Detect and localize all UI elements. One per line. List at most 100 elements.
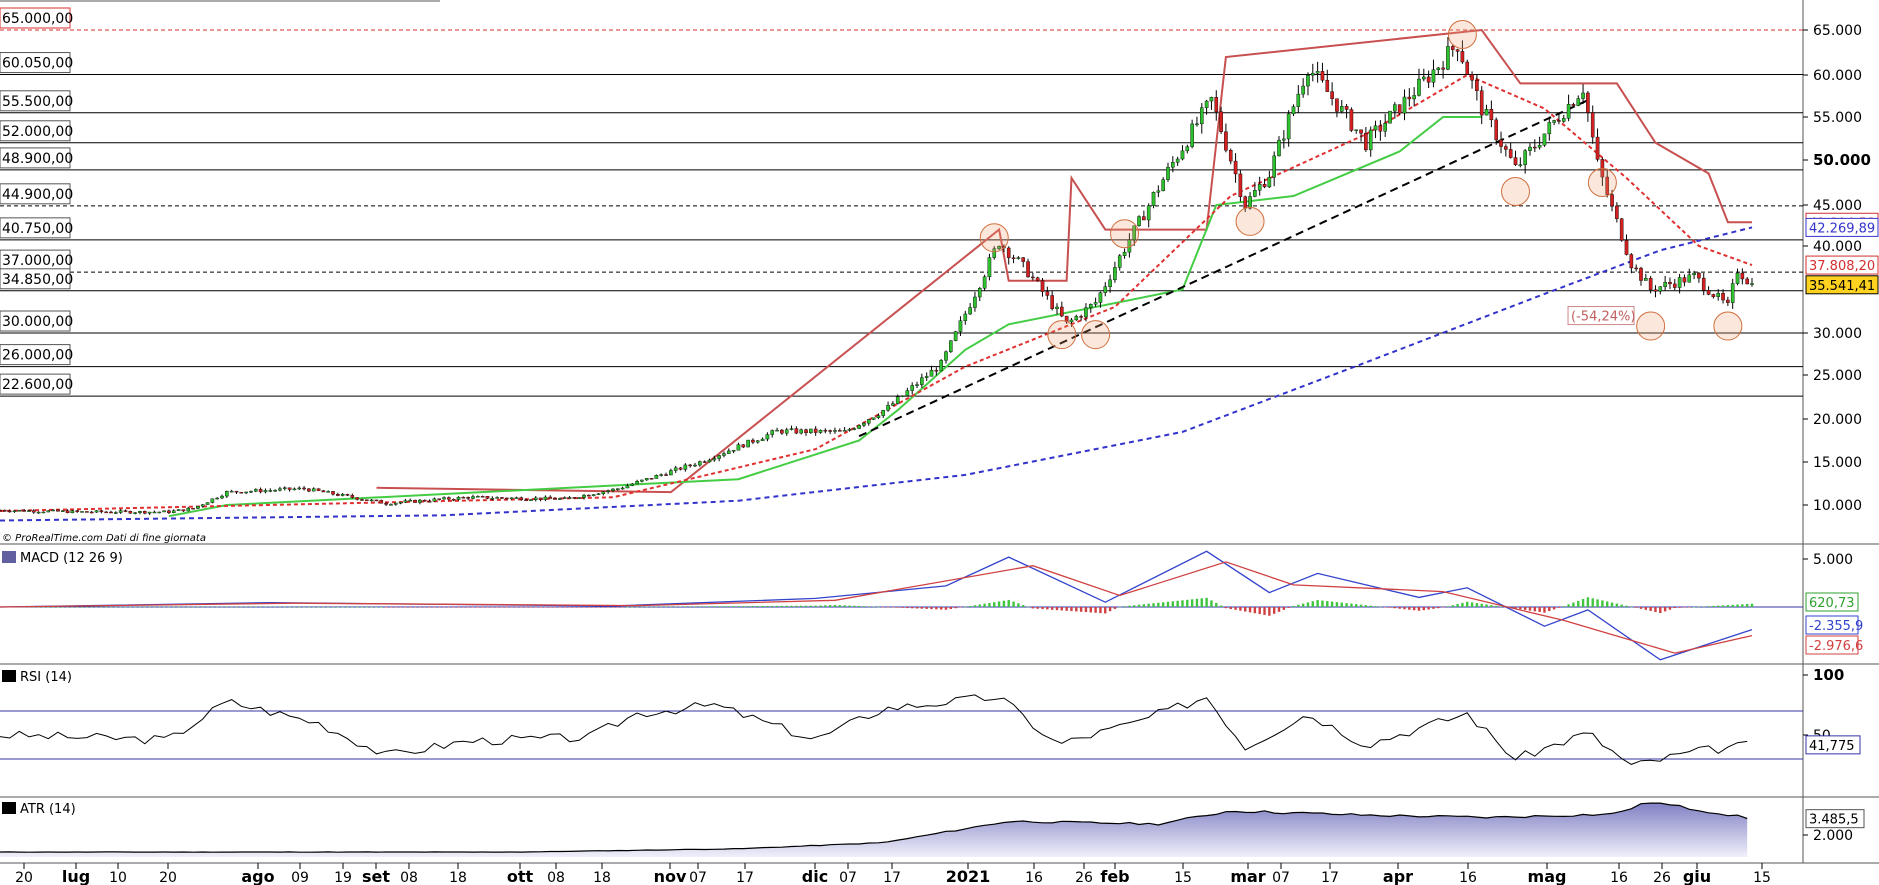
- macd-bar: [862, 606, 866, 607]
- candle-body: [1301, 85, 1305, 95]
- macd-bar: [1581, 599, 1585, 607]
- candle-body: [1238, 173, 1243, 198]
- candle-body: [152, 511, 157, 514]
- macd-bar: [1383, 607, 1387, 608]
- candle-body: [500, 497, 504, 499]
- candle-body: [1069, 319, 1074, 323]
- macd-bar: [302, 606, 306, 608]
- candle-body: [65, 510, 70, 514]
- candle-body: [85, 511, 89, 513]
- candle-body: [1735, 272, 1740, 284]
- macd-bar: [95, 606, 98, 608]
- candle-body: [258, 489, 263, 493]
- macd-bar: [1099, 607, 1102, 614]
- macd-bar: [988, 602, 991, 607]
- candle-body: [944, 351, 948, 361]
- candle-body: [857, 425, 861, 429]
- candle-body: [1639, 267, 1643, 281]
- candle-body: [456, 496, 461, 500]
- candle-body: [1605, 176, 1610, 195]
- candle-body: [973, 296, 977, 308]
- candle-body: [924, 376, 929, 378]
- macd-bar: [1253, 607, 1257, 614]
- x-tick-label: 15: [1753, 870, 1771, 885]
- candle-body: [1402, 96, 1407, 114]
- candle-body: [678, 467, 683, 470]
- candle-body: [915, 384, 919, 386]
- x-tick-label: 18: [449, 870, 467, 885]
- macd-bar: [312, 606, 315, 608]
- candle-body: [1093, 302, 1098, 305]
- macd-bar: [462, 607, 465, 608]
- candle-body: [529, 499, 533, 501]
- macd-bar: [1026, 606, 1030, 608]
- price-tick-label: 25.000: [1813, 368, 1862, 384]
- macd-bar: [1272, 607, 1276, 614]
- macd-bar: [196, 606, 200, 608]
- candle-body: [1151, 192, 1156, 206]
- macd-bar: [1499, 606, 1503, 608]
- right-value-label: 35.541,41: [1809, 279, 1875, 294]
- candle-body: [1441, 67, 1445, 70]
- candle-body: [615, 488, 620, 490]
- candle-body: [1426, 76, 1431, 83]
- rsi-tick-label: 100: [1813, 666, 1844, 684]
- macd-bar: [693, 606, 697, 607]
- macd-tick-label: 5.000: [1813, 552, 1853, 568]
- macd-bar: [722, 606, 726, 607]
- macd-bar: [394, 607, 397, 608]
- macd-bar: [109, 606, 113, 608]
- candle-body: [302, 487, 306, 490]
- macd-bar: [785, 605, 788, 607]
- macd-bar: [1316, 600, 1319, 607]
- macd-bar: [71, 606, 74, 608]
- candle-body: [1711, 294, 1716, 297]
- candle-body: [99, 510, 104, 513]
- candle-body: [1412, 95, 1416, 100]
- candle-body: [1672, 283, 1677, 288]
- macd-bar: [896, 607, 899, 608]
- highlight-ellipse: [1447, 20, 1477, 49]
- macd-bar: [746, 606, 750, 607]
- macd-bar: [1335, 602, 1339, 607]
- macd-bar: [1041, 607, 1044, 610]
- macd-bar: [1659, 607, 1662, 614]
- macd-signal-line: [0, 561, 1753, 654]
- candle-body: [693, 464, 697, 467]
- macd-bar: [930, 607, 933, 610]
- macd-bar: [42, 606, 45, 608]
- macd-bar: [1615, 603, 1619, 607]
- candle-body: [181, 509, 186, 512]
- macd-bar: [249, 606, 253, 608]
- candle-body: [1701, 277, 1706, 291]
- macd-bar: [1639, 607, 1643, 609]
- candle-body: [1320, 71, 1325, 81]
- candle-body: [273, 490, 277, 492]
- macd-bar: [1533, 607, 1537, 612]
- macd-bar: [1190, 599, 1194, 607]
- macd-bar: [838, 605, 842, 607]
- macd-bar: [341, 606, 344, 608]
- candle-body: [910, 385, 914, 391]
- candle-body: [1446, 46, 1450, 70]
- candle-body: [123, 510, 128, 512]
- macd-bar: [925, 607, 928, 609]
- candle-body: [1031, 276, 1035, 279]
- rsi-title-icon: [2, 670, 16, 682]
- x-tick-label: 10: [109, 870, 127, 885]
- candle-body: [504, 497, 509, 500]
- candle-body: [56, 509, 60, 512]
- candle-body: [480, 496, 485, 498]
- macd-bar: [1075, 607, 1078, 612]
- candle-body: [1726, 299, 1730, 303]
- candle-body: [1677, 277, 1682, 288]
- level-label: 26.000,00: [2, 348, 73, 364]
- candle-body: [311, 488, 316, 492]
- macd-bar: [1128, 605, 1131, 607]
- candle-body: [1586, 92, 1590, 113]
- candle-body: [1533, 146, 1537, 149]
- macd-bar: [761, 605, 764, 607]
- candle-body: [794, 428, 799, 434]
- candle-body: [1209, 97, 1214, 102]
- x-tick-label: dic: [802, 867, 828, 885]
